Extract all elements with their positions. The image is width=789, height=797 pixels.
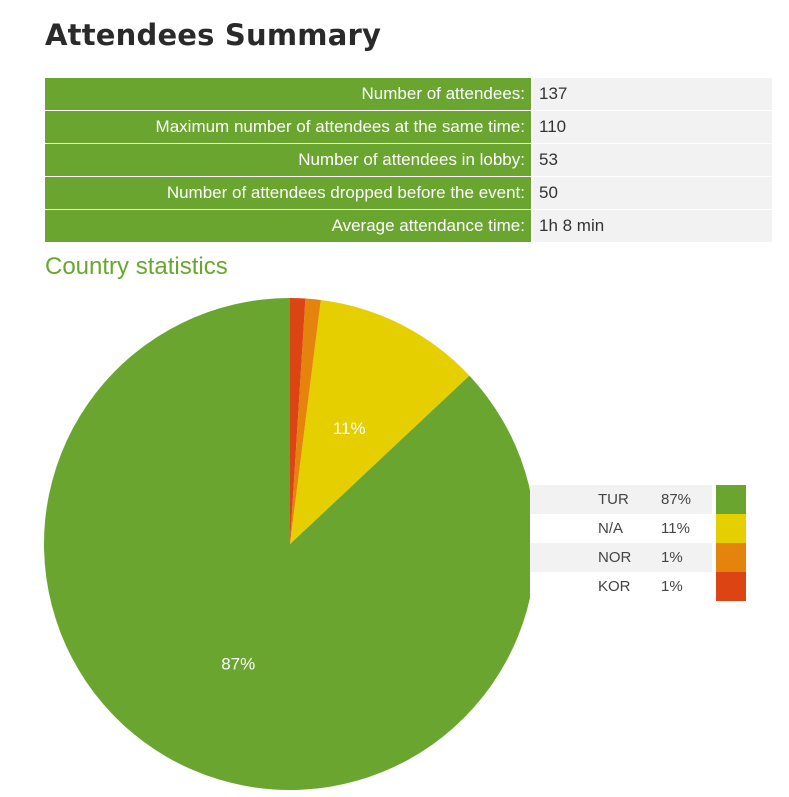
legend-swatch <box>716 485 746 514</box>
legend-row-background <box>530 543 712 572</box>
summary-label: Number of attendees dropped before the e… <box>45 177 531 209</box>
summary-row-dropped: Number of attendees dropped before the e… <box>45 177 772 209</box>
legend-percent: 1% <box>661 549 683 566</box>
legend-swatch <box>716 572 746 601</box>
legend-item-nor: NOR 1% <box>530 543 746 572</box>
legend-code: TUR <box>598 491 629 508</box>
pie-slice-kor <box>290 298 306 544</box>
legend-percent: 87% <box>661 491 692 508</box>
pie-slice-na <box>290 299 470 544</box>
summary-label: Average attendance time: <box>45 210 531 242</box>
legend-item-tur: TUR 87% <box>530 485 746 514</box>
legend-percent: 1% <box>661 578 683 595</box>
legend-code: KOR <box>598 578 631 595</box>
summary-row-average-time: Average attendance time: 1h 8 min <box>45 210 772 242</box>
legend-swatch <box>716 543 746 572</box>
summary-value: 110 <box>533 111 772 143</box>
summary-value: 137 <box>533 78 772 110</box>
legend-code: NOR <box>598 549 632 566</box>
section-title-country-statistics: Country statistics <box>45 253 228 280</box>
chart-legend: TUR 87% N/A 11% NOR 1% KOR 1% <box>530 485 746 601</box>
pie-slice-label: 87% <box>221 655 255 674</box>
summary-row-attendees: Number of attendees: 137 <box>45 78 772 110</box>
pie-slice-label: 11% <box>333 419 366 438</box>
summary-label: Maximum number of attendees at the same … <box>45 111 531 143</box>
summary-value: 1h 8 min <box>533 210 772 242</box>
pie-slice-nor <box>290 298 321 544</box>
legend-percent: 11% <box>661 520 690 537</box>
summary-row-max-attendees: Maximum number of attendees at the same … <box>45 111 772 143</box>
summary-label: Number of attendees: <box>45 78 531 110</box>
legend-row-background <box>530 572 712 601</box>
legend-item-na: N/A 11% <box>530 514 746 543</box>
summary-row-lobby: Number of attendees in lobby: 53 <box>45 144 772 176</box>
summary-value: 53 <box>533 144 772 176</box>
page-title: Attendees Summary <box>45 18 382 52</box>
summary-label: Number of attendees in lobby: <box>45 144 531 176</box>
legend-code: N/A <box>598 520 624 537</box>
summary-value: 50 <box>533 177 772 209</box>
legend-swatch <box>716 514 746 543</box>
legend-item-kor: KOR 1% <box>530 572 746 601</box>
legend-row-background <box>530 485 712 514</box>
legend-row-background <box>530 514 712 543</box>
summary-table: Number of attendees: 137 Maximum number … <box>45 78 772 243</box>
pie-slice-tur <box>43 298 536 790</box>
